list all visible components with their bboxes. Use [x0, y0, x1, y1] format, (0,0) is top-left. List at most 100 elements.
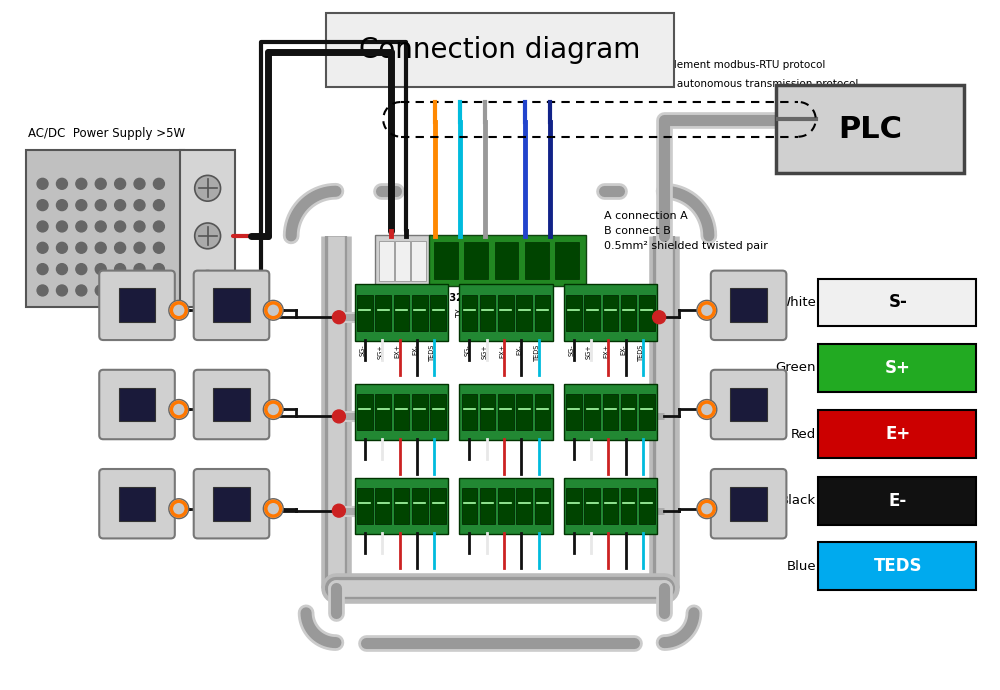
FancyBboxPatch shape	[394, 394, 409, 430]
Circle shape	[37, 264, 48, 275]
FancyBboxPatch shape	[430, 295, 446, 331]
Circle shape	[153, 285, 164, 296]
FancyBboxPatch shape	[564, 284, 657, 341]
FancyBboxPatch shape	[99, 270, 175, 340]
Circle shape	[263, 499, 283, 519]
Circle shape	[134, 221, 145, 232]
FancyBboxPatch shape	[357, 295, 373, 331]
FancyBboxPatch shape	[119, 487, 155, 520]
Text: GC: GC	[481, 307, 490, 318]
Circle shape	[37, 242, 48, 253]
FancyBboxPatch shape	[603, 295, 618, 331]
FancyBboxPatch shape	[355, 384, 448, 440]
Circle shape	[37, 199, 48, 210]
FancyBboxPatch shape	[411, 241, 426, 281]
Text: Green: Green	[776, 362, 816, 374]
FancyBboxPatch shape	[462, 394, 477, 430]
Text: Implement modbus-RTU protocol: Implement modbus-RTU protocol	[654, 60, 826, 70]
Circle shape	[195, 270, 221, 297]
Text: TEDS: TEDS	[429, 344, 435, 362]
Text: 24V-: 24V-	[401, 290, 410, 310]
Circle shape	[153, 242, 164, 253]
Text: SG+: SG+	[377, 344, 383, 359]
FancyBboxPatch shape	[711, 370, 786, 440]
FancyBboxPatch shape	[375, 295, 391, 331]
Text: EX+: EX+	[499, 344, 505, 358]
Text: EX-: EX-	[621, 344, 627, 355]
Text: EX+: EX+	[395, 344, 401, 358]
Circle shape	[115, 178, 126, 189]
Circle shape	[134, 264, 145, 275]
FancyBboxPatch shape	[535, 295, 550, 331]
FancyBboxPatch shape	[357, 489, 373, 524]
Circle shape	[37, 178, 48, 189]
FancyBboxPatch shape	[480, 394, 495, 430]
Text: and autonomous transmission protocol: and autonomous transmission protocol	[654, 79, 859, 89]
Text: Red: Red	[791, 428, 816, 441]
FancyBboxPatch shape	[480, 489, 495, 524]
FancyBboxPatch shape	[459, 284, 553, 341]
FancyBboxPatch shape	[639, 295, 655, 331]
Text: TEDS: TEDS	[534, 344, 540, 362]
FancyBboxPatch shape	[375, 489, 391, 524]
FancyBboxPatch shape	[711, 270, 786, 340]
FancyBboxPatch shape	[498, 489, 514, 524]
Text: RS232: RS232	[428, 293, 463, 304]
Text: A+: A+	[545, 307, 554, 319]
FancyBboxPatch shape	[495, 242, 518, 279]
Circle shape	[169, 499, 189, 519]
FancyBboxPatch shape	[498, 295, 514, 331]
Text: B-: B-	[520, 307, 529, 315]
FancyBboxPatch shape	[99, 469, 175, 538]
Circle shape	[95, 242, 106, 253]
FancyBboxPatch shape	[535, 394, 550, 430]
Circle shape	[95, 264, 106, 275]
FancyBboxPatch shape	[516, 394, 532, 430]
Circle shape	[115, 199, 126, 210]
FancyBboxPatch shape	[375, 235, 431, 286]
FancyBboxPatch shape	[584, 295, 600, 331]
FancyBboxPatch shape	[394, 489, 409, 524]
Text: A connection A
B connect B
0.5mm² shielded twisted pair: A connection A B connect B 0.5mm² shield…	[604, 211, 768, 250]
FancyBboxPatch shape	[464, 242, 488, 279]
Circle shape	[115, 242, 126, 253]
FancyBboxPatch shape	[584, 394, 600, 430]
Text: TX: TX	[456, 307, 465, 317]
Text: SG+: SG+	[586, 344, 592, 359]
FancyBboxPatch shape	[818, 344, 976, 392]
Circle shape	[134, 178, 145, 189]
Text: White: White	[777, 296, 816, 309]
Text: Connection diagram: Connection diagram	[359, 37, 641, 64]
Circle shape	[56, 221, 67, 232]
Text: EX+: EX+	[603, 344, 609, 358]
FancyBboxPatch shape	[621, 489, 636, 524]
FancyBboxPatch shape	[213, 388, 250, 422]
Text: SG-: SG-	[464, 344, 470, 355]
FancyBboxPatch shape	[776, 85, 964, 173]
Text: E-: E-	[889, 492, 907, 510]
Text: SG-: SG-	[360, 344, 366, 355]
FancyBboxPatch shape	[412, 394, 428, 430]
Text: RX: RX	[431, 307, 440, 318]
Text: S-: S-	[888, 293, 907, 311]
Circle shape	[263, 300, 283, 320]
FancyBboxPatch shape	[355, 478, 448, 535]
FancyBboxPatch shape	[462, 295, 477, 331]
FancyBboxPatch shape	[430, 394, 446, 430]
FancyBboxPatch shape	[26, 150, 184, 307]
Circle shape	[195, 223, 221, 249]
FancyBboxPatch shape	[818, 477, 976, 524]
FancyBboxPatch shape	[566, 489, 582, 524]
Circle shape	[153, 199, 164, 210]
FancyBboxPatch shape	[711, 469, 786, 538]
FancyBboxPatch shape	[119, 288, 155, 322]
FancyBboxPatch shape	[639, 394, 655, 430]
Circle shape	[153, 221, 164, 232]
FancyBboxPatch shape	[603, 489, 618, 524]
FancyBboxPatch shape	[516, 489, 532, 524]
Circle shape	[134, 199, 145, 210]
Circle shape	[37, 221, 48, 232]
FancyBboxPatch shape	[394, 295, 409, 331]
FancyBboxPatch shape	[430, 489, 446, 524]
Circle shape	[653, 310, 666, 324]
